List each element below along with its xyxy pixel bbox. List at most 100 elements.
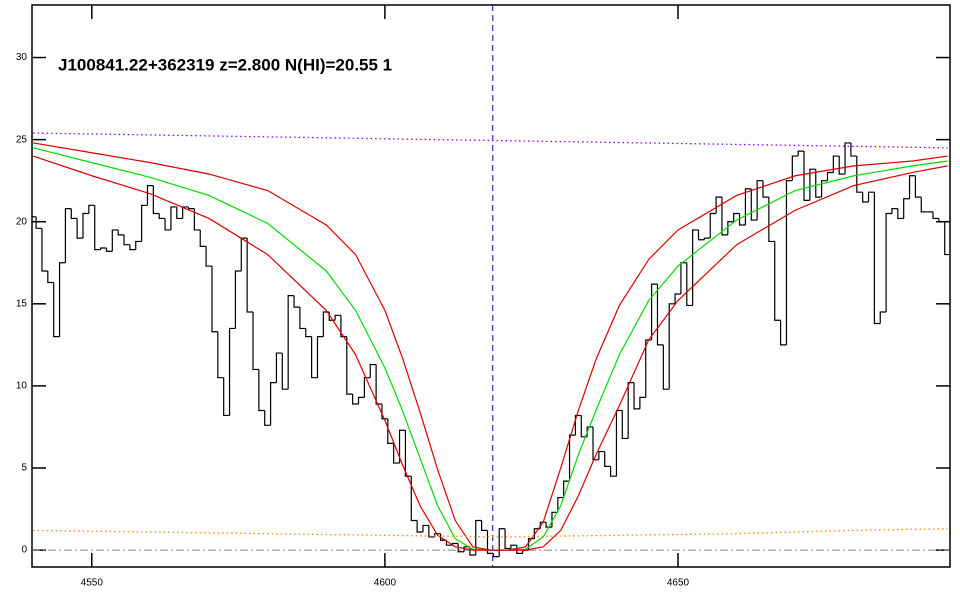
flux-bin xyxy=(293,295,300,308)
flux-bin xyxy=(199,229,207,247)
flux-bin xyxy=(481,520,488,531)
flux-bin xyxy=(117,229,125,236)
flux-bin xyxy=(223,377,230,417)
flux-bin xyxy=(633,382,640,410)
flux-bin xyxy=(703,237,711,240)
x-tick-label: 4550 xyxy=(81,578,104,589)
flux-bin xyxy=(821,180,828,198)
flux-bin xyxy=(774,241,781,321)
flux-bin xyxy=(334,314,341,321)
flux-bin xyxy=(932,211,939,220)
flux-bin xyxy=(744,188,752,226)
flux-bin xyxy=(867,191,875,203)
flux-bin xyxy=(832,155,840,173)
flux-bin xyxy=(457,543,465,553)
flux-bin xyxy=(727,221,734,235)
flux-bin xyxy=(299,307,306,330)
y-tick-label: 0 xyxy=(21,545,27,556)
flux-bin xyxy=(674,293,681,304)
flux-bin xyxy=(252,312,259,371)
y-tick-label: 15 xyxy=(16,298,28,309)
y-tick-label: 20 xyxy=(16,216,28,227)
flux-bin xyxy=(99,247,107,250)
flux-bin xyxy=(428,525,435,538)
flux-bin xyxy=(316,336,324,378)
flux-bin xyxy=(375,364,382,405)
flux-bin xyxy=(146,185,154,206)
flux-bin xyxy=(891,207,898,214)
flux-bin xyxy=(815,169,822,198)
flux-bin xyxy=(363,377,371,398)
flux-bin xyxy=(311,336,318,379)
flux-bin xyxy=(498,528,506,557)
flux-bin xyxy=(381,403,388,420)
flux-bin xyxy=(668,303,676,390)
flux-bin xyxy=(598,450,605,460)
flux-bin xyxy=(123,234,130,246)
flux-bin xyxy=(621,410,629,440)
flux-bin xyxy=(826,171,834,181)
flux-bin xyxy=(94,205,101,251)
flux-bin xyxy=(809,168,816,201)
flux-bin xyxy=(574,414,582,436)
flux-bin xyxy=(164,218,171,231)
flux-bin xyxy=(680,262,687,294)
flux-bin xyxy=(352,394,359,405)
flux-bin xyxy=(53,282,60,338)
flux-bin xyxy=(662,344,670,390)
flux-bin xyxy=(76,218,83,239)
flux-bin xyxy=(856,156,863,193)
flux-bin xyxy=(604,451,611,467)
flux-bin xyxy=(70,208,78,220)
flux-bin xyxy=(88,204,95,214)
plot-frame xyxy=(31,4,951,568)
flux-bin xyxy=(82,212,89,239)
flux-bin xyxy=(158,213,166,220)
flux-bin xyxy=(187,206,195,210)
flux-bin xyxy=(205,246,212,267)
flux-bin xyxy=(486,530,494,554)
flux-bin xyxy=(738,213,746,226)
flux-bin xyxy=(779,320,787,346)
flux-bin xyxy=(264,410,271,426)
flux-bin xyxy=(170,206,177,230)
flux-bin xyxy=(281,353,289,390)
flux-bin xyxy=(287,295,295,390)
flux-bin xyxy=(938,218,945,223)
flux-bin xyxy=(111,229,119,252)
flux-bin xyxy=(492,553,500,558)
flux-bin xyxy=(416,520,423,533)
y-tick-label: 25 xyxy=(16,134,28,145)
flux-bin xyxy=(58,262,66,337)
flux-bin xyxy=(269,382,277,426)
flux-bin xyxy=(234,270,242,329)
flux-bin xyxy=(797,150,805,157)
flux-bin xyxy=(785,180,793,345)
flux-bin xyxy=(709,212,717,239)
flux-bin xyxy=(645,339,652,398)
flux-bin xyxy=(211,266,218,333)
flux-bin xyxy=(258,369,265,412)
flux-bin xyxy=(908,175,916,199)
flux-bin xyxy=(176,206,183,220)
flux-bin xyxy=(369,363,377,378)
flux-bin xyxy=(35,216,42,229)
flux-bin xyxy=(393,443,400,464)
x-tick-label: 4600 xyxy=(374,578,397,589)
flux-bin xyxy=(627,382,635,439)
flux-bin xyxy=(41,228,48,272)
y-tick-label: 10 xyxy=(16,381,28,392)
flux-bin xyxy=(656,284,664,346)
flux-bin xyxy=(651,283,658,340)
dotted-curve xyxy=(33,528,948,538)
flux-bin xyxy=(410,476,418,522)
flux-bin xyxy=(193,208,201,231)
flux-bin xyxy=(920,197,928,213)
flux-bin xyxy=(639,396,646,409)
y-tick-label: 5 xyxy=(21,463,27,474)
flux-bin xyxy=(445,540,453,546)
flux-bin xyxy=(903,198,910,219)
y-tick-label: 30 xyxy=(16,52,28,63)
flux-bin xyxy=(545,522,552,528)
